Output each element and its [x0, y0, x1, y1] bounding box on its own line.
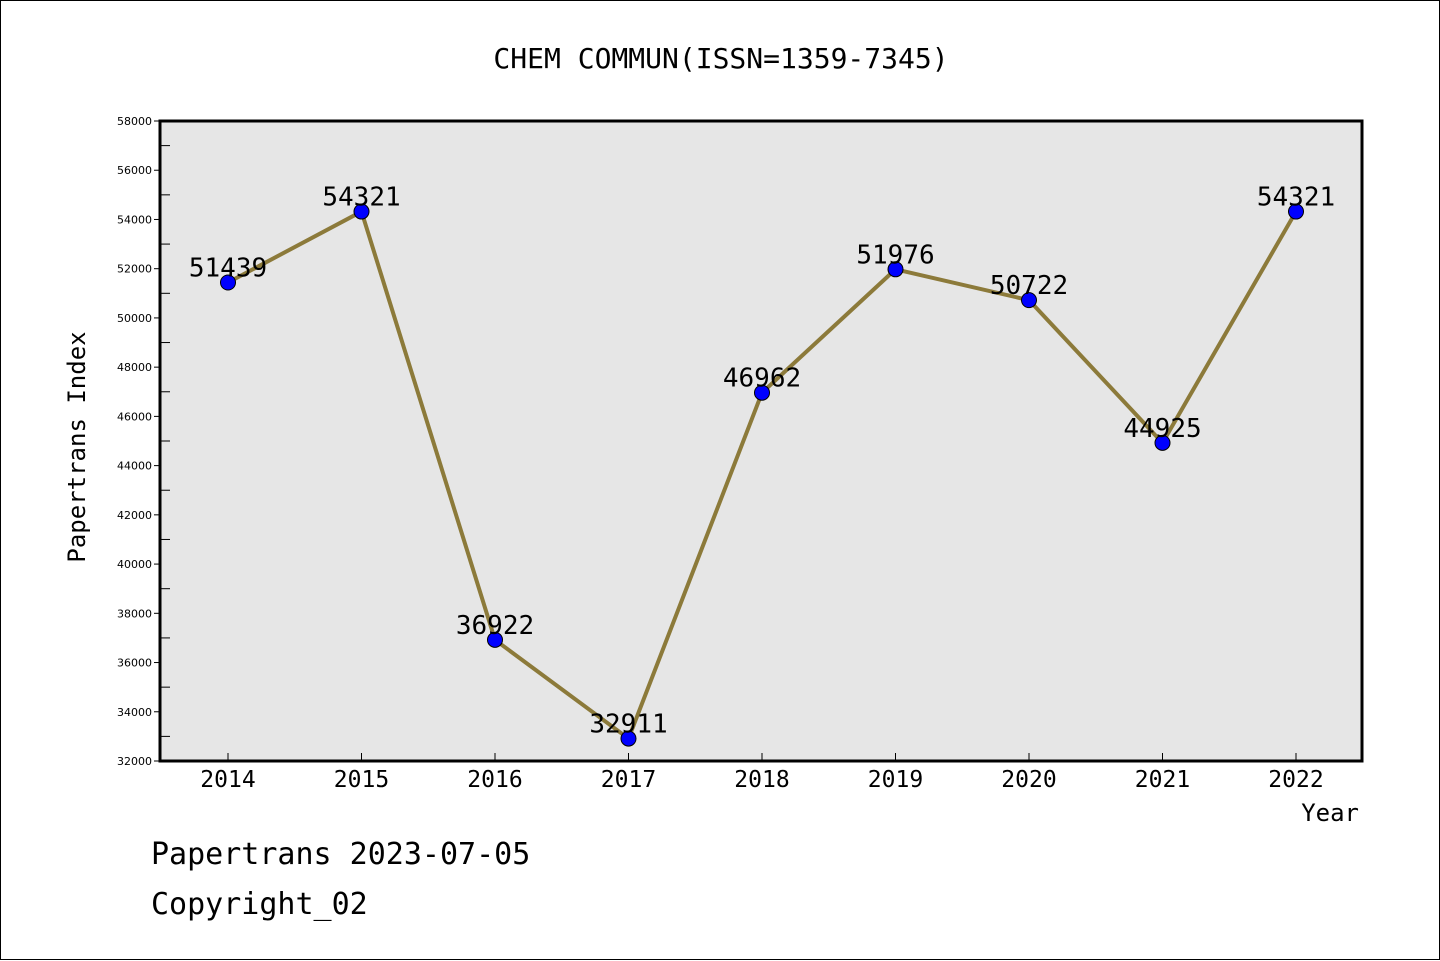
x-tick-label: 2017: [601, 767, 656, 793]
data-label: 32911: [589, 710, 667, 740]
data-label: 54321: [322, 183, 400, 213]
y-tick-label: 36000: [117, 657, 152, 670]
y-axis: 32000 34000 36000 38000 40000 42000 44000 46000…: [117, 115, 170, 768]
x-tick-label: 2015: [334, 767, 389, 793]
data-point: [1021, 292, 1037, 309]
y-tick-label: 42000: [117, 509, 152, 522]
y-tick-label: 46000: [117, 410, 152, 423]
y-tick-label: 38000: [117, 607, 152, 620]
data-label: 51439: [189, 254, 267, 284]
x-tick-label: 2022: [1268, 767, 1323, 793]
data-point: [887, 261, 904, 278]
y-tick-label: 44000: [117, 460, 152, 473]
data-label: 44925: [1123, 414, 1201, 444]
y-tick-label: 32000: [117, 755, 152, 768]
x-axis: 2014 2015 2016 2017 2018 2019 2020 2021 2022: [200, 753, 1324, 793]
footer-copyright-text: Copyright_02: [151, 887, 368, 922]
y-tick-label: 58000: [117, 115, 152, 128]
x-tick-label: 2018: [734, 767, 789, 793]
data-labels-layer: 51439 54321 36922 32911 46962 51976 50722 44925…: [189, 183, 1335, 740]
data-point: [620, 730, 637, 747]
data-label: 50722: [990, 271, 1068, 301]
data-point: [487, 631, 503, 648]
y-tick-label: 40000: [117, 558, 152, 571]
data-point: [220, 274, 236, 291]
x-tick-label: 2019: [868, 767, 923, 793]
chart-title: CHEM COMMUN(ISSN=1359-7345): [493, 42, 948, 75]
data-points-layer: [220, 203, 1304, 747]
x-tick-label: 2021: [1135, 767, 1190, 793]
y-axis-label: Papertrans Index: [63, 331, 91, 562]
data-point: [1288, 203, 1304, 220]
data-point: [754, 384, 770, 401]
data-label: 46962: [723, 364, 801, 394]
data-label: 36922: [456, 611, 534, 641]
plot-border: [158, 119, 1364, 763]
y-tick-label: 52000: [117, 263, 152, 276]
data-label: 51976: [856, 240, 934, 270]
footer-date-text: Papertrans 2023-07-05: [151, 837, 531, 872]
x-axis-label: Year: [1301, 799, 1359, 827]
y-tick-label: 56000: [117, 164, 152, 177]
data-point: [1154, 434, 1171, 451]
data-point: [353, 203, 370, 220]
y-tick-label: 50000: [117, 312, 152, 325]
y-tick-label: 54000: [117, 213, 152, 226]
data-label: 54321: [1257, 183, 1335, 213]
x-tick-label: 2016: [467, 767, 522, 793]
x-tick-label: 2014: [200, 767, 255, 793]
y-tick-label: 34000: [117, 706, 152, 719]
x-tick-label: 2020: [1001, 767, 1056, 793]
y-tick-label: 48000: [117, 361, 152, 374]
